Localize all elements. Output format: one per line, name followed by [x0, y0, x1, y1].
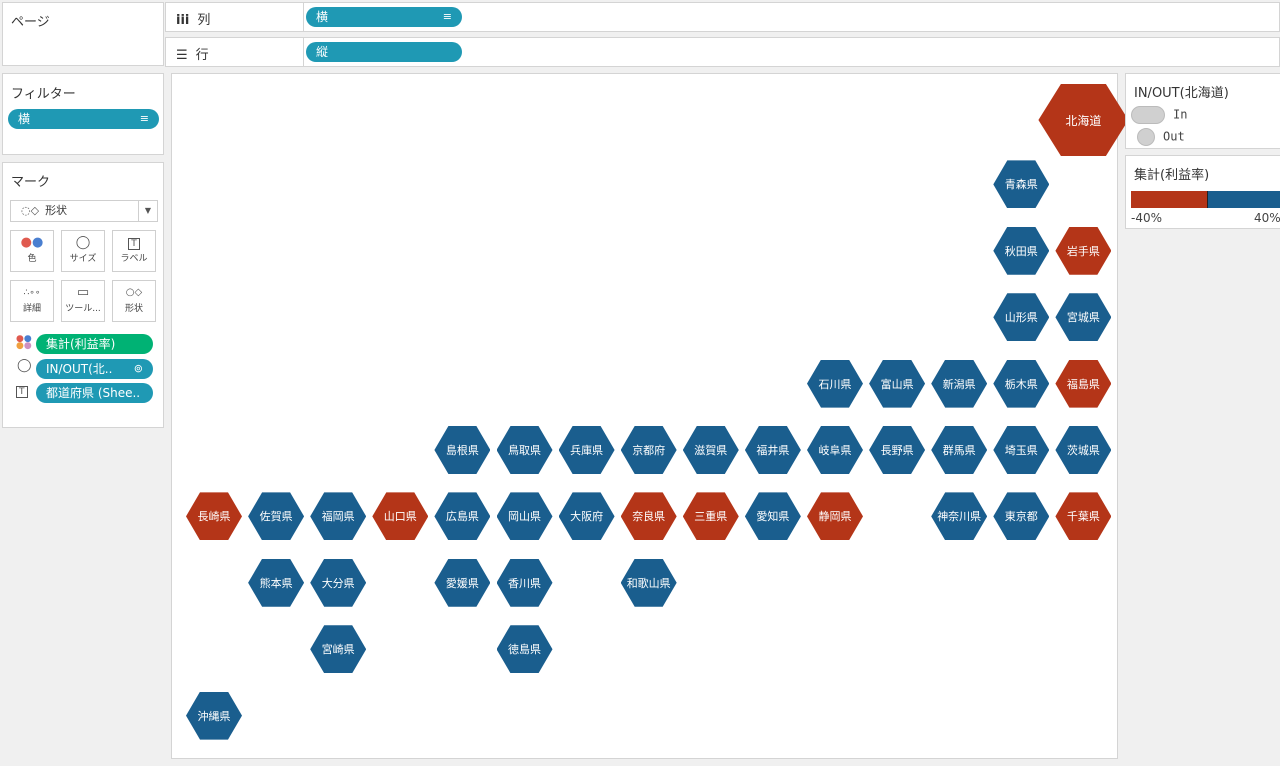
columns-shelf-label: iii 列: [176, 13, 211, 28]
hex-tile[interactable]: 長野県: [869, 426, 926, 474]
hex-tile-map: 北海道 青森県秋田県 岩手県 山形県 宮城県石川県 富山県 新潟県 栃木県 福島県島根県 鳥取県兵…: [172, 74, 1129, 758]
color-icon: ●● ●●: [16, 334, 32, 351]
hex-tile[interactable]: 沖縄県: [186, 691, 242, 740]
hex-tile[interactable]: 山口県: [372, 492, 429, 541]
field-pill-profit[interactable]: 集計(利益率): [36, 334, 153, 354]
hex-tile[interactable]: 広島県: [434, 492, 491, 541]
label-button[interactable]: T ラベル: [112, 230, 156, 272]
hex-tile[interactable]: 福井県: [744, 426, 801, 474]
columns-pill[interactable]: 横 ≡: [306, 7, 462, 27]
rows-shelf-label: ☰ 行: [176, 48, 209, 63]
rows-pill[interactable]: 縦: [306, 42, 462, 62]
hex-tile[interactable]: 滋賀県: [682, 426, 739, 474]
mark-type-select[interactable]: ◌◇ 形状 ▼: [10, 200, 158, 222]
hex-tile[interactable]: 静岡県: [807, 492, 863, 541]
hex-tile[interactable]: 茨城県: [1055, 426, 1112, 474]
detail-icon: ∴∘∘: [23, 288, 41, 298]
hex-tile[interactable]: 岩手県: [1055, 226, 1112, 275]
hex-tile[interactable]: 富山県: [869, 359, 926, 408]
shelf-divider: [303, 3, 304, 31]
inout-legend[interactable]: IN/OUT(北海道) In Out: [1125, 73, 1280, 149]
hex-tile[interactable]: 群馬県: [931, 426, 988, 474]
circle-shape-icon: [1137, 128, 1155, 146]
hex-tile[interactable]: 佐賀県: [248, 492, 305, 541]
hex-tile[interactable]: 北海道: [1038, 84, 1129, 156]
tooltip-icon: ▭: [76, 285, 90, 300]
color-icon: ●●: [20, 235, 44, 250]
hex-tile[interactable]: 奈良県: [620, 492, 677, 541]
hex-tile[interactable]: 千葉県: [1055, 492, 1112, 541]
filters-panel[interactable]: フィルター 横 ≡: [2, 73, 164, 155]
label-icon: T: [113, 231, 155, 253]
field-pill-inout[interactable]: IN/OUT(北.. ⊚: [36, 359, 153, 379]
hex-tile[interactable]: 福岡県: [310, 492, 367, 541]
hex-tile[interactable]: 新潟県: [931, 359, 988, 408]
color-ramp: [1131, 191, 1280, 208]
color-legend-max: 40%: [1254, 211, 1280, 225]
hex-tile[interactable]: 石川県: [807, 359, 863, 408]
color-legend-title: 集計(利益率): [1134, 168, 1210, 183]
color-legend[interactable]: 集計(利益率) -40% 40%: [1125, 155, 1280, 229]
legend-item-in[interactable]: In: [1131, 106, 1187, 124]
hex-tile[interactable]: 島根県: [434, 426, 491, 474]
hex-tile[interactable]: 岐阜県: [807, 426, 863, 474]
oval-shape-icon: [1131, 106, 1165, 124]
pages-panel[interactable]: ページ: [2, 2, 164, 66]
rows-shelf[interactable]: ☰ 行 縦: [165, 37, 1280, 67]
columns-icon: iii: [176, 13, 190, 28]
marks-title: マーク: [11, 175, 51, 190]
hex-tile[interactable]: 神奈川県: [931, 492, 988, 541]
pages-title: ページ: [11, 15, 50, 30]
view-canvas[interactable]: 北海道 青森県秋田県 岩手県 山形県 宮城県石川県 富山県 新潟県 栃木県 福島県島根県 鳥取県兵…: [171, 73, 1129, 759]
hex-tile[interactable]: 兵庫県: [558, 426, 615, 474]
hex-tile[interactable]: 宮崎県: [310, 625, 367, 674]
hex-tile[interactable]: 大分県: [310, 558, 367, 607]
detail-button[interactable]: ∴∘∘ 詳細: [10, 280, 54, 322]
shelf-divider: [303, 38, 304, 66]
shapes-icon: ○◇: [125, 287, 143, 298]
hex-tile[interactable]: 京都府: [620, 426, 677, 474]
shapes-icon: ◌◇: [21, 204, 40, 217]
tooltip-button[interactable]: ▭ ツール...: [61, 280, 105, 322]
hex-tile[interactable]: 愛知県: [744, 492, 801, 541]
hex-tile[interactable]: 東京都: [993, 492, 1050, 541]
hex-tile[interactable]: 愛媛県: [434, 558, 491, 607]
filter-pill[interactable]: 横 ≡: [8, 109, 159, 129]
rows-icon: ☰: [176, 48, 188, 63]
color-legend-min: -40%: [1131, 211, 1163, 225]
filters-title: フィルター: [11, 87, 76, 102]
hex-tile[interactable]: 青森県: [993, 160, 1050, 209]
size-icon: ◯: [75, 235, 91, 250]
hex-tile[interactable]: 長崎県: [186, 492, 242, 541]
shape-button[interactable]: ○◇ 形状: [112, 280, 156, 322]
hex-tile[interactable]: 和歌山県: [620, 558, 677, 607]
hex-tile[interactable]: 鳥取県: [496, 426, 553, 474]
legend-item-out[interactable]: Out: [1137, 128, 1185, 146]
size-icon: ◯: [17, 358, 32, 373]
hex-tile[interactable]: 栃木県: [993, 359, 1050, 408]
hex-tile[interactable]: 福島県: [1055, 359, 1112, 408]
hex-tile[interactable]: 岡山県: [496, 492, 553, 541]
size-button[interactable]: ◯ サイズ: [61, 230, 105, 272]
set-icon: ⊚: [133, 362, 143, 375]
chevron-down-icon[interactable]: ▼: [138, 201, 157, 221]
hex-tile[interactable]: 宮城県: [1055, 293, 1112, 342]
color-button[interactable]: ●● 色: [10, 230, 54, 272]
hex-tile[interactable]: 香川県: [496, 558, 553, 607]
hex-tile[interactable]: 大阪府: [558, 492, 615, 541]
inout-legend-title: IN/OUT(北海道): [1134, 86, 1229, 101]
hex-tile[interactable]: 埼玉県: [993, 426, 1050, 474]
columns-shelf[interactable]: iii 列 横 ≡: [165, 2, 1280, 32]
sort-icon: ≡: [442, 10, 452, 23]
hex-tile[interactable]: 三重県: [682, 492, 739, 541]
hex-tile[interactable]: 山形県: [993, 293, 1050, 342]
field-pill-prefecture[interactable]: 都道府県 (Shee..: [36, 383, 153, 403]
marks-panel[interactable]: マーク ◌◇ 形状 ▼ ●● 色 ◯ サイズ T ラベル ∴∘∘ 詳細 ▭ ツール…: [2, 162, 164, 428]
label-icon: T: [16, 386, 28, 398]
hex-tile[interactable]: 徳島県: [496, 625, 553, 674]
hex-tile[interactable]: 秋田県: [993, 226, 1050, 275]
hex-tile[interactable]: 熊本県: [248, 558, 305, 607]
sort-icon: ≡: [139, 112, 149, 125]
